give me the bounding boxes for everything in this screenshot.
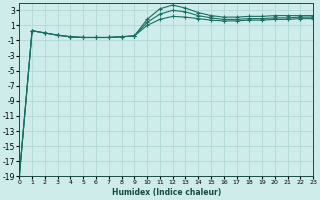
X-axis label: Humidex (Indice chaleur): Humidex (Indice chaleur): [112, 188, 221, 197]
